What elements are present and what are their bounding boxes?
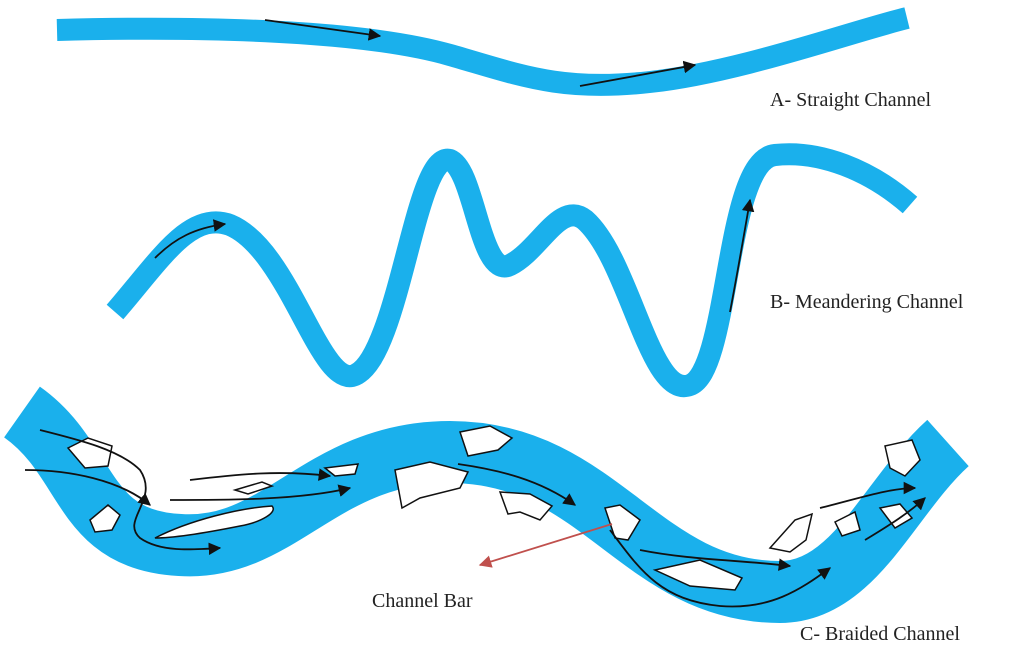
- straight-label: A- Straight Channel: [770, 89, 932, 111]
- annotation-arrow: [480, 524, 612, 565]
- meandering-label: B- Meandering Channel: [770, 291, 964, 313]
- annotation-label: Channel Bar: [372, 590, 473, 612]
- meandering-channel: [115, 154, 910, 386]
- river-channel-diagram: A- Straight Channel B- Meandering Channe…: [0, 0, 1035, 649]
- braided-channel: [22, 412, 948, 607]
- straight-channel: [57, 18, 907, 86]
- braided-label: C- Braided Channel: [800, 623, 960, 645]
